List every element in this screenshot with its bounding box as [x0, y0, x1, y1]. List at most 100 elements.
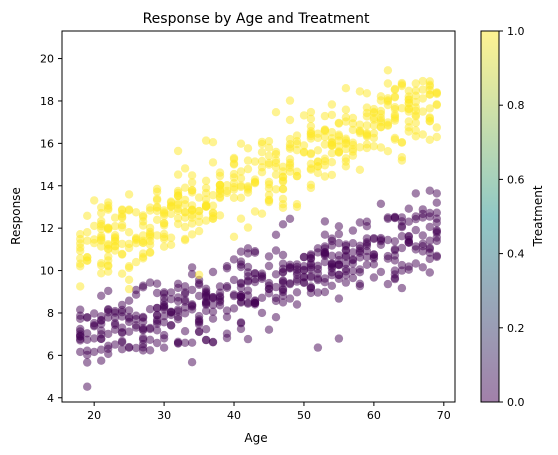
data-point: [264, 160, 274, 169]
data-point: [76, 347, 85, 357]
data-point: [131, 343, 141, 353]
data-point: [425, 236, 434, 245]
data-point: [278, 250, 288, 260]
data-point: [180, 338, 190, 347]
data-point: [264, 137, 274, 146]
data-point: [97, 269, 106, 278]
data-point: [369, 252, 379, 262]
data-point: [124, 275, 134, 284]
data-point: [257, 308, 267, 318]
data-point: [425, 135, 434, 144]
data-point: [83, 228, 92, 237]
data-point: [341, 144, 351, 154]
data-point: [390, 116, 400, 125]
data-point: [271, 270, 281, 279]
colorbar-tick-label: 0.4: [507, 248, 525, 261]
data-point: [180, 282, 190, 291]
data-point: [173, 339, 183, 348]
data-point: [152, 194, 162, 203]
data-point: [383, 120, 393, 129]
data-point: [383, 94, 393, 103]
data-point: [362, 234, 372, 243]
data-point: [404, 98, 413, 108]
data-point: [104, 286, 113, 296]
y-tick-label: 12: [40, 222, 54, 235]
data-point: [180, 327, 190, 336]
data-point: [306, 159, 316, 168]
data-point: [201, 306, 211, 316]
data-point: [222, 264, 232, 273]
data-point: [341, 84, 351, 93]
data-point: [320, 132, 330, 142]
x-tick-label: 50: [297, 409, 311, 422]
data-point: [257, 209, 267, 218]
data-point: [390, 92, 400, 101]
data-point: [159, 318, 169, 327]
data-point: [117, 345, 127, 354]
data-point: [355, 165, 365, 174]
data-point: [180, 200, 190, 209]
data-point: [236, 193, 246, 202]
data-point: [376, 143, 386, 152]
data-point: [411, 189, 420, 198]
data-point: [306, 282, 316, 291]
data-point: [411, 214, 420, 224]
data-point: [187, 219, 197, 228]
data-point: [173, 283, 183, 293]
data-point: [187, 301, 197, 310]
data-point: [76, 259, 85, 268]
data-point: [236, 279, 246, 288]
data-point: [83, 313, 92, 322]
data-point: [166, 295, 176, 304]
colorbar-label: Treatment: [531, 185, 545, 247]
data-point: [376, 267, 386, 277]
data-point: [257, 137, 267, 147]
data-point: [104, 261, 113, 270]
data-point: [264, 278, 274, 288]
data-point: [243, 298, 253, 307]
data-point: [278, 277, 288, 286]
data-point: [257, 269, 267, 278]
data-point: [131, 208, 141, 217]
data-point: [243, 262, 253, 272]
data-point: [83, 253, 92, 262]
data-point: [411, 132, 420, 141]
data-point: [418, 107, 427, 116]
data-point: [166, 288, 176, 297]
data-point: [208, 337, 218, 347]
data-point: [222, 181, 232, 190]
data-point: [194, 318, 204, 327]
data-point: [411, 118, 420, 128]
data-point: [222, 333, 232, 343]
data-point: [215, 193, 225, 203]
data-point: [411, 106, 420, 115]
data-point: [292, 146, 302, 155]
data-point: [285, 262, 295, 272]
data-point: [397, 232, 407, 241]
data-point: [110, 313, 120, 322]
data-point: [355, 265, 365, 274]
y-tick-label: 20: [40, 53, 54, 66]
data-point: [313, 244, 323, 253]
data-point: [187, 188, 197, 197]
colorbar-tick-label: 0.8: [507, 99, 525, 112]
data-point: [355, 87, 365, 96]
data-point: [166, 321, 176, 330]
data-point: [131, 257, 141, 267]
data-point: [76, 305, 85, 314]
data-point: [215, 211, 225, 220]
data-point: [355, 244, 365, 253]
data-point: [159, 219, 169, 228]
data-point: [104, 223, 113, 233]
data-point: [278, 264, 288, 273]
data-point: [369, 107, 379, 117]
data-point: [138, 238, 148, 248]
data-point: [285, 294, 295, 303]
data-point: [208, 191, 218, 200]
data-point: [201, 325, 211, 334]
data-point: [236, 181, 246, 190]
plot-frame: [61, 30, 456, 403]
data-point: [159, 330, 169, 340]
data-point: [271, 108, 281, 117]
data-point: [327, 270, 337, 280]
